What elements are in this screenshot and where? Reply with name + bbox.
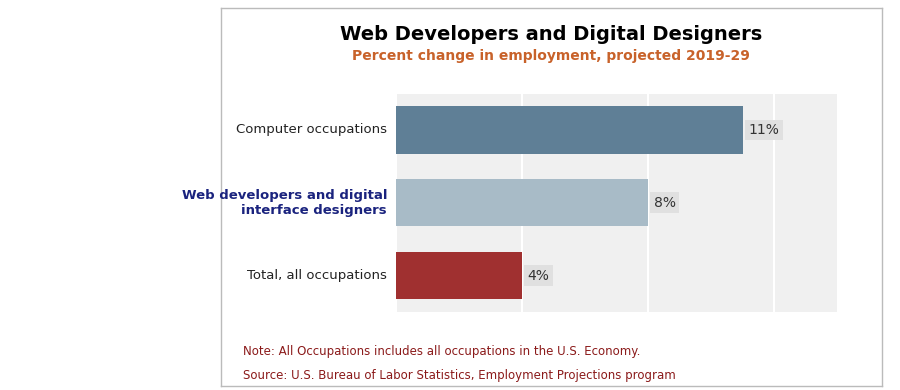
Bar	[396, 252, 522, 299]
Bar	[396, 179, 648, 227]
Text: 4%: 4%	[527, 269, 550, 283]
Text: Percent change in employment, projected 2019-29: Percent change in employment, projected …	[352, 49, 750, 63]
Text: Computer occupations: Computer occupations	[236, 124, 387, 136]
Text: Web Developers and Digital Designers: Web Developers and Digital Designers	[339, 25, 762, 44]
Text: Source: U.S. Bureau of Labor Statistics, Employment Projections program: Source: U.S. Bureau of Labor Statistics,…	[243, 369, 676, 381]
Text: 11%: 11%	[748, 123, 779, 137]
Text: Total, all occupations: Total, all occupations	[248, 269, 387, 282]
Text: Web developers and digital
interface designers: Web developers and digital interface des…	[182, 189, 387, 217]
Text: Note: All Occupations includes all occupations in the U.S. Economy.: Note: All Occupations includes all occup…	[243, 345, 641, 358]
Bar	[396, 106, 742, 154]
Text: 8%: 8%	[653, 196, 676, 210]
